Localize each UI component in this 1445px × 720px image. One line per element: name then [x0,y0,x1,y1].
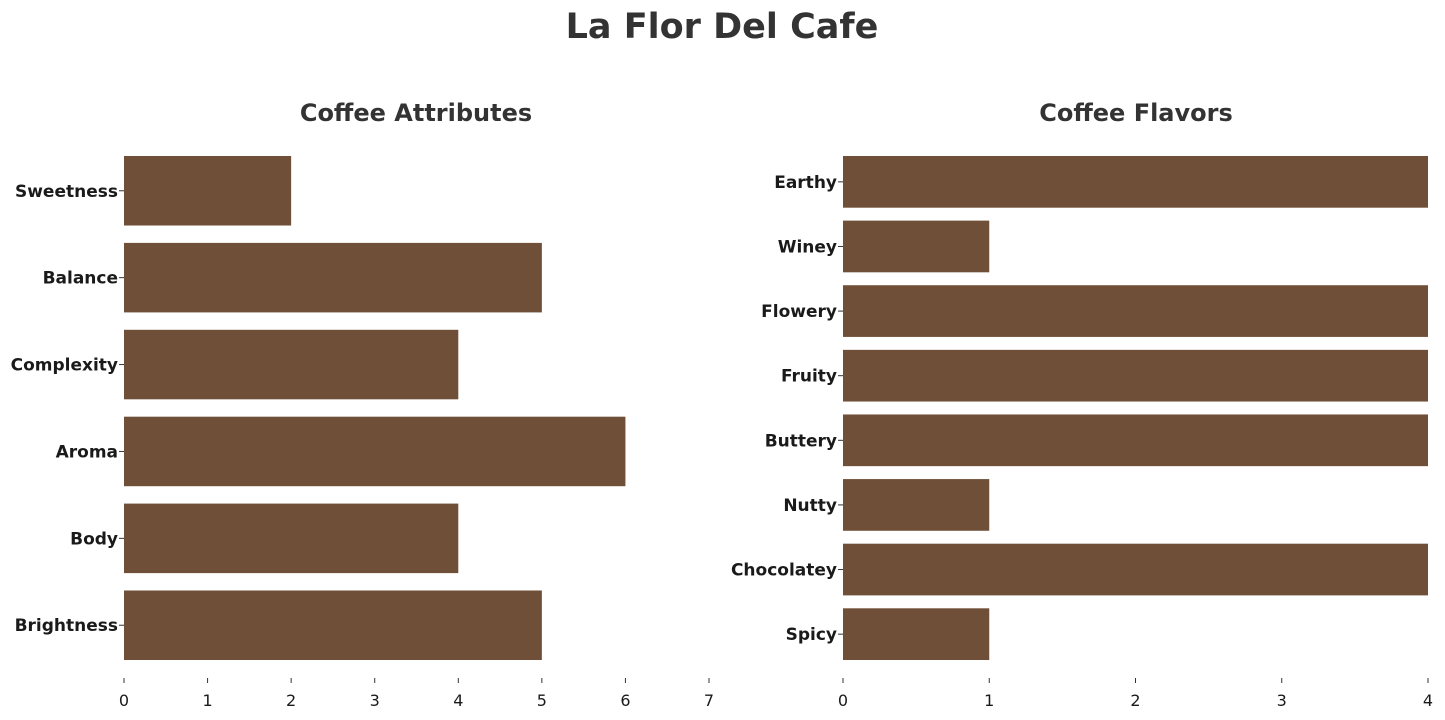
flavors-label-fruity: Fruity [781,367,837,387]
attributes-label-brightness: Brightness [15,616,118,636]
attributes-category-labels: Sweetness Balance Complexity Aroma Body Brigh… [11,182,124,636]
flavors-bars [843,156,1428,660]
attributes-bar-body [124,503,459,574]
flavors-bar-fruity [843,349,1428,402]
attributes-bar-aroma [124,416,626,487]
flavors-bar-winey [843,220,990,273]
flavors-bar-nutty [843,479,990,531]
attributes-bars [124,156,626,660]
flavors-label-flowery: Flowery [761,302,837,322]
attributes-x-axis: 0 1 2 3 4 5 6 7 [119,678,714,710]
flavors-label-spicy: Spicy [786,625,837,645]
flavors-x-tick-3: 3 [1277,691,1287,710]
flavors-x-tick-4: 4 [1423,691,1433,710]
flavors-label-nutty: Nutty [783,496,837,516]
attributes-x-tick-6: 6 [620,691,630,710]
attributes-x-tick-5: 5 [537,691,547,710]
attributes-x-tick-1: 1 [202,691,212,710]
flavors-x-tick-0: 0 [838,691,848,710]
attributes-x-tick-4: 4 [453,691,463,710]
attributes-label-complexity: Complexity [11,356,118,376]
figure-title: La Flor Del Cafe [566,7,879,47]
attributes-bar-sweetness [124,156,292,226]
attributes-label-balance: Balance [43,269,118,289]
flavors-x-axis: 0 1 2 3 4 [838,678,1433,710]
flavors-category-labels: Earthy Winey Flowery Fruity Buttery Nutty Choc… [731,173,843,645]
attributes-x-tick-2: 2 [286,691,296,710]
attributes-bar-complexity [124,329,459,400]
attributes-x-tick-3: 3 [370,691,380,710]
attributes-chart-title: Coffee Attributes [300,99,532,127]
flavors-label-buttery: Buttery [765,431,837,451]
flavors-bar-earthy [843,156,1428,208]
attributes-label-sweetness: Sweetness [15,182,118,202]
attributes-bar-balance [124,242,542,313]
flavors-bar-flowery [843,285,1428,337]
flavors-label-earthy: Earthy [774,173,837,193]
flavors-chart-title: Coffee Flavors [1039,99,1233,127]
flavors-label-winey: Winey [778,237,837,257]
attributes-x-tick-0: 0 [119,691,129,710]
flavors-x-tick-1: 1 [984,691,994,710]
flavors-x-tick-2: 2 [1130,691,1140,710]
attributes-bar-brightness [124,590,542,660]
flavors-chart: Coffee Flavors Earthy Winey Flowery Fruity B… [731,99,1433,710]
attributes-chart: Coffee Attributes Sweetness Balance Comple… [11,99,715,710]
flavors-bar-chocolatey [843,543,1428,596]
attributes-label-aroma: Aroma [56,442,118,462]
attributes-x-tick-7: 7 [704,691,714,710]
flavors-label-chocolatey: Chocolatey [731,561,837,581]
flavors-bar-buttery [843,414,1428,467]
flavors-bar-spicy [843,608,990,660]
attributes-label-body: Body [70,529,118,549]
